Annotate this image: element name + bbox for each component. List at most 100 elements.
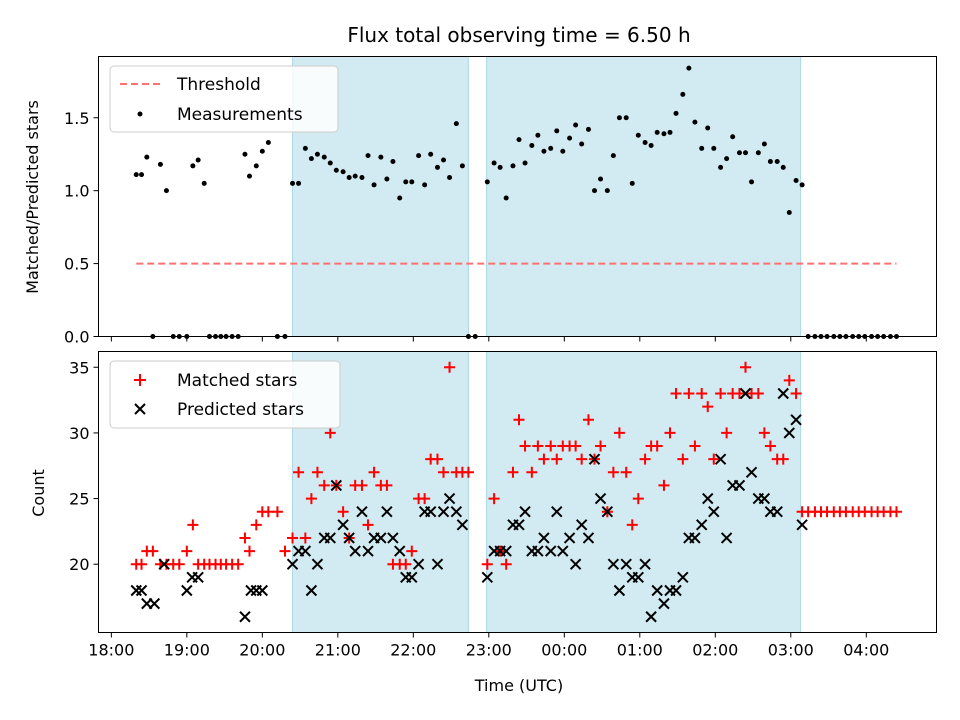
predicted-star-point — [557, 545, 569, 557]
x-tick-label: 23:00 — [466, 641, 512, 660]
predicted-star-point — [343, 532, 355, 544]
predicted-star-point — [337, 519, 349, 531]
legend-measurements-swatch — [137, 111, 143, 117]
predicted-star-point — [424, 505, 437, 518]
matched-star-point — [136, 558, 148, 570]
predicted-star-point — [677, 571, 689, 584]
x-tick-label: 19:00 — [164, 641, 210, 660]
matched-star-point — [689, 440, 701, 452]
matched-star-point — [400, 558, 412, 570]
y-tick-label: 20 — [69, 555, 89, 574]
measurement-point — [314, 151, 320, 157]
measurement-point — [692, 119, 698, 125]
measurement-point — [592, 188, 598, 194]
matched-star-points — [130, 361, 902, 570]
measurement-point — [459, 163, 465, 169]
measurement-point — [403, 179, 409, 185]
predicted-star-point — [148, 597, 161, 610]
measurement-point — [724, 156, 730, 162]
measurement-point — [510, 163, 516, 169]
x-tick-label: 20:00 — [239, 641, 285, 660]
measurement-point — [673, 110, 679, 116]
shaded-interval — [486, 351, 802, 633]
measurement-point — [242, 151, 248, 157]
predicted-star-point — [601, 505, 614, 518]
matched-star-point — [381, 479, 393, 491]
predicted-star-point — [406, 571, 418, 584]
measurement-point — [742, 150, 748, 156]
measurement-point — [327, 160, 333, 166]
y-tick-label: 35 — [69, 358, 89, 377]
matched-star-point — [721, 427, 733, 439]
matched-star-point — [513, 414, 525, 426]
predicted-star-point — [575, 519, 588, 531]
predicted-star-point — [431, 558, 444, 570]
measurement-point — [253, 163, 259, 169]
matched-star-point — [362, 519, 374, 531]
matched-star-point — [239, 532, 251, 544]
measurement-point — [767, 159, 773, 164]
predicted-star-point — [286, 558, 299, 570]
matched-star-point — [576, 453, 588, 465]
predicted-star-point — [783, 427, 795, 439]
predicted-star-point — [607, 558, 620, 570]
matched-star-point — [147, 545, 159, 557]
measurement-point — [195, 157, 201, 163]
predicted-star-point — [181, 584, 193, 597]
matched-star-point — [620, 466, 632, 478]
matched-star-point — [696, 388, 708, 400]
measurement-point — [290, 180, 296, 186]
predicted-star-point — [696, 519, 708, 531]
matched-star-point — [337, 506, 349, 518]
predicted-star-point — [658, 597, 670, 610]
measurement-point — [163, 188, 169, 194]
measurement-point — [711, 145, 717, 151]
predicted-star-point — [311, 558, 324, 570]
matched-star-point — [444, 361, 456, 373]
measurement-point — [799, 182, 805, 188]
measurement-point — [308, 156, 314, 162]
predicted-star-point — [790, 414, 802, 426]
predicted-star-point — [500, 545, 512, 557]
top-legend-box — [109, 65, 339, 133]
chart-title: Flux total observing time = 6.50 h — [347, 23, 690, 47]
measurement-point — [680, 91, 686, 97]
predicted-star-point — [651, 584, 663, 597]
matched-star-point — [488, 493, 500, 505]
predicted-star-point — [620, 558, 632, 570]
predicted-star-point — [481, 571, 494, 584]
predicted-star-point — [387, 532, 399, 544]
bottom-legend-box — [109, 360, 341, 429]
predicted-star-point — [412, 558, 425, 570]
predicted-star-point — [437, 505, 450, 518]
matched-star-point — [173, 558, 185, 570]
top-y-ticks: 0.0 0.5 1.0 1.5 — [64, 109, 99, 347]
measurement-point — [610, 153, 616, 159]
measurement-point — [340, 169, 346, 175]
measurement-point — [346, 175, 352, 181]
measurement-point — [246, 173, 252, 179]
matched-star-point — [232, 558, 244, 570]
matched-star-point — [632, 493, 644, 505]
matched-star-point — [187, 519, 199, 531]
top-y-axis-label: Matched/Predicted stars — [23, 100, 42, 294]
bottom-y-axis-label: Count — [29, 469, 48, 517]
predicted-star-point — [356, 505, 368, 518]
measurement-point — [736, 150, 742, 156]
matched-star-point — [368, 466, 380, 478]
predicted-star-point — [245, 584, 257, 597]
matched-star-point — [890, 506, 902, 518]
matched-star-point — [299, 532, 311, 544]
measurement-point — [133, 172, 139, 178]
matched-star-point — [626, 519, 638, 531]
measurement-point — [780, 164, 786, 170]
matched-star-point — [293, 466, 305, 478]
measurement-point — [730, 134, 736, 140]
predicted-star-point — [563, 532, 576, 544]
legend-matched-swatch — [134, 374, 146, 386]
legend-measurements-label: Measurements — [177, 105, 303, 125]
predicted-star-point — [538, 532, 550, 544]
predicted-star-point — [256, 584, 269, 597]
measurement-point — [548, 145, 554, 151]
